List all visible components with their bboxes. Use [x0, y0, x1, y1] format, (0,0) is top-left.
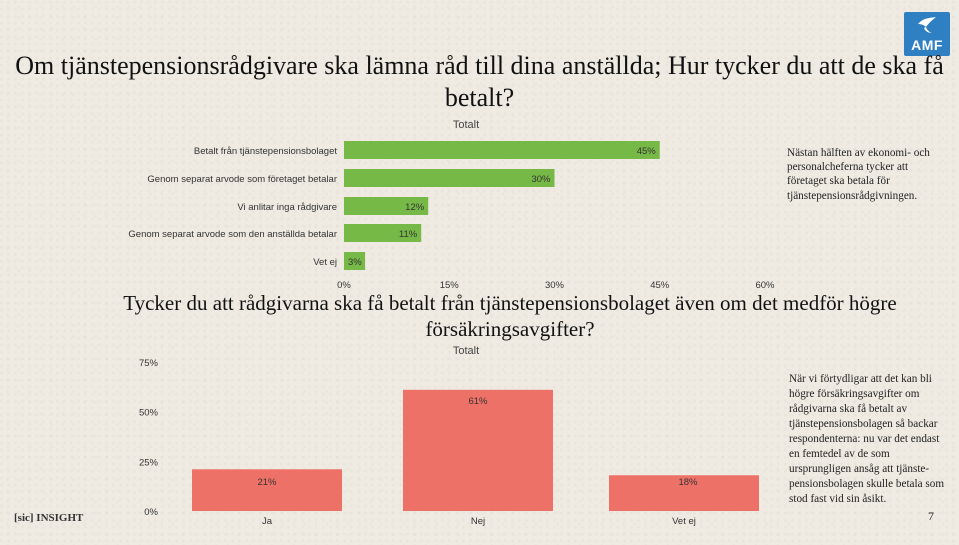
- chart1-bar: [344, 252, 366, 270]
- chart1-data-label: 45%: [637, 146, 657, 157]
- chart1-bar: [344, 197, 429, 215]
- chart1-category-label: Vet ej: [313, 257, 337, 268]
- page-number: 7: [928, 509, 934, 523]
- chart2-data-label: 18%: [678, 477, 698, 488]
- chart1-data-label: 3%: [348, 257, 362, 268]
- chart2-category-label: Ja: [262, 516, 273, 527]
- second-title: Tycker du att rådgivarna ska få betalt f…: [123, 291, 897, 341]
- chart1-category-label: Betalt från tjänstepensionsbolaget: [194, 146, 337, 157]
- brand-footer: [sic] INSIGHT: [14, 512, 84, 524]
- chart1-category-label: Genom separat arvode som företaget betal…: [147, 174, 337, 185]
- chart1-category-label: Vi anlitar inga rådgivare: [237, 202, 337, 213]
- chart1-bar: [344, 224, 422, 242]
- chart1-bar: [344, 169, 555, 187]
- chart1-tick-label: 15%: [440, 280, 460, 291]
- chart2-data-label: 21%: [257, 477, 277, 488]
- chart2-category-label: Nej: [471, 516, 485, 527]
- chart2-legend-label: Totalt: [453, 345, 479, 357]
- chart2-category-label: Vet ej: [672, 516, 696, 527]
- chart2-bar: [403, 389, 553, 511]
- chart2-bar: [192, 469, 342, 511]
- chart1-tick-label: 30%: [545, 280, 565, 291]
- logo-text: AMF: [911, 37, 943, 53]
- chart2-tick-label: 75%: [139, 358, 159, 369]
- amf-logo: AMF: [904, 12, 950, 56]
- chart2-data-label: 61%: [468, 396, 488, 407]
- note-top: Nästan hälften av ekonomi- och personalc…: [787, 147, 930, 202]
- bird-icon: [918, 17, 936, 33]
- chart1-tick-label: 60%: [755, 280, 775, 291]
- chart1-data-label: 30%: [531, 174, 551, 185]
- chart1-legend-label: Totalt: [453, 119, 479, 131]
- chart1-tick-label: 45%: [650, 280, 670, 291]
- chart1-data-label: 12%: [405, 202, 425, 213]
- note-bottom: När vi förtydligar att det kan bli högre…: [789, 373, 945, 505]
- main-title: Om tjänstepensionsrådgivare ska lämna rå…: [15, 51, 944, 112]
- chart1-data-label: 11%: [399, 229, 418, 240]
- chart1-tick-label: 0%: [337, 280, 351, 291]
- chart2-tick-label: 50%: [139, 408, 159, 419]
- chart2-bar: [609, 475, 759, 511]
- chart2-tick-label: 25%: [139, 457, 159, 468]
- chart1-bar: [344, 141, 660, 159]
- chart2-tick-label: 0%: [144, 507, 158, 518]
- chart1-category-label: Genom separat arvode som den anställda b…: [128, 229, 337, 240]
